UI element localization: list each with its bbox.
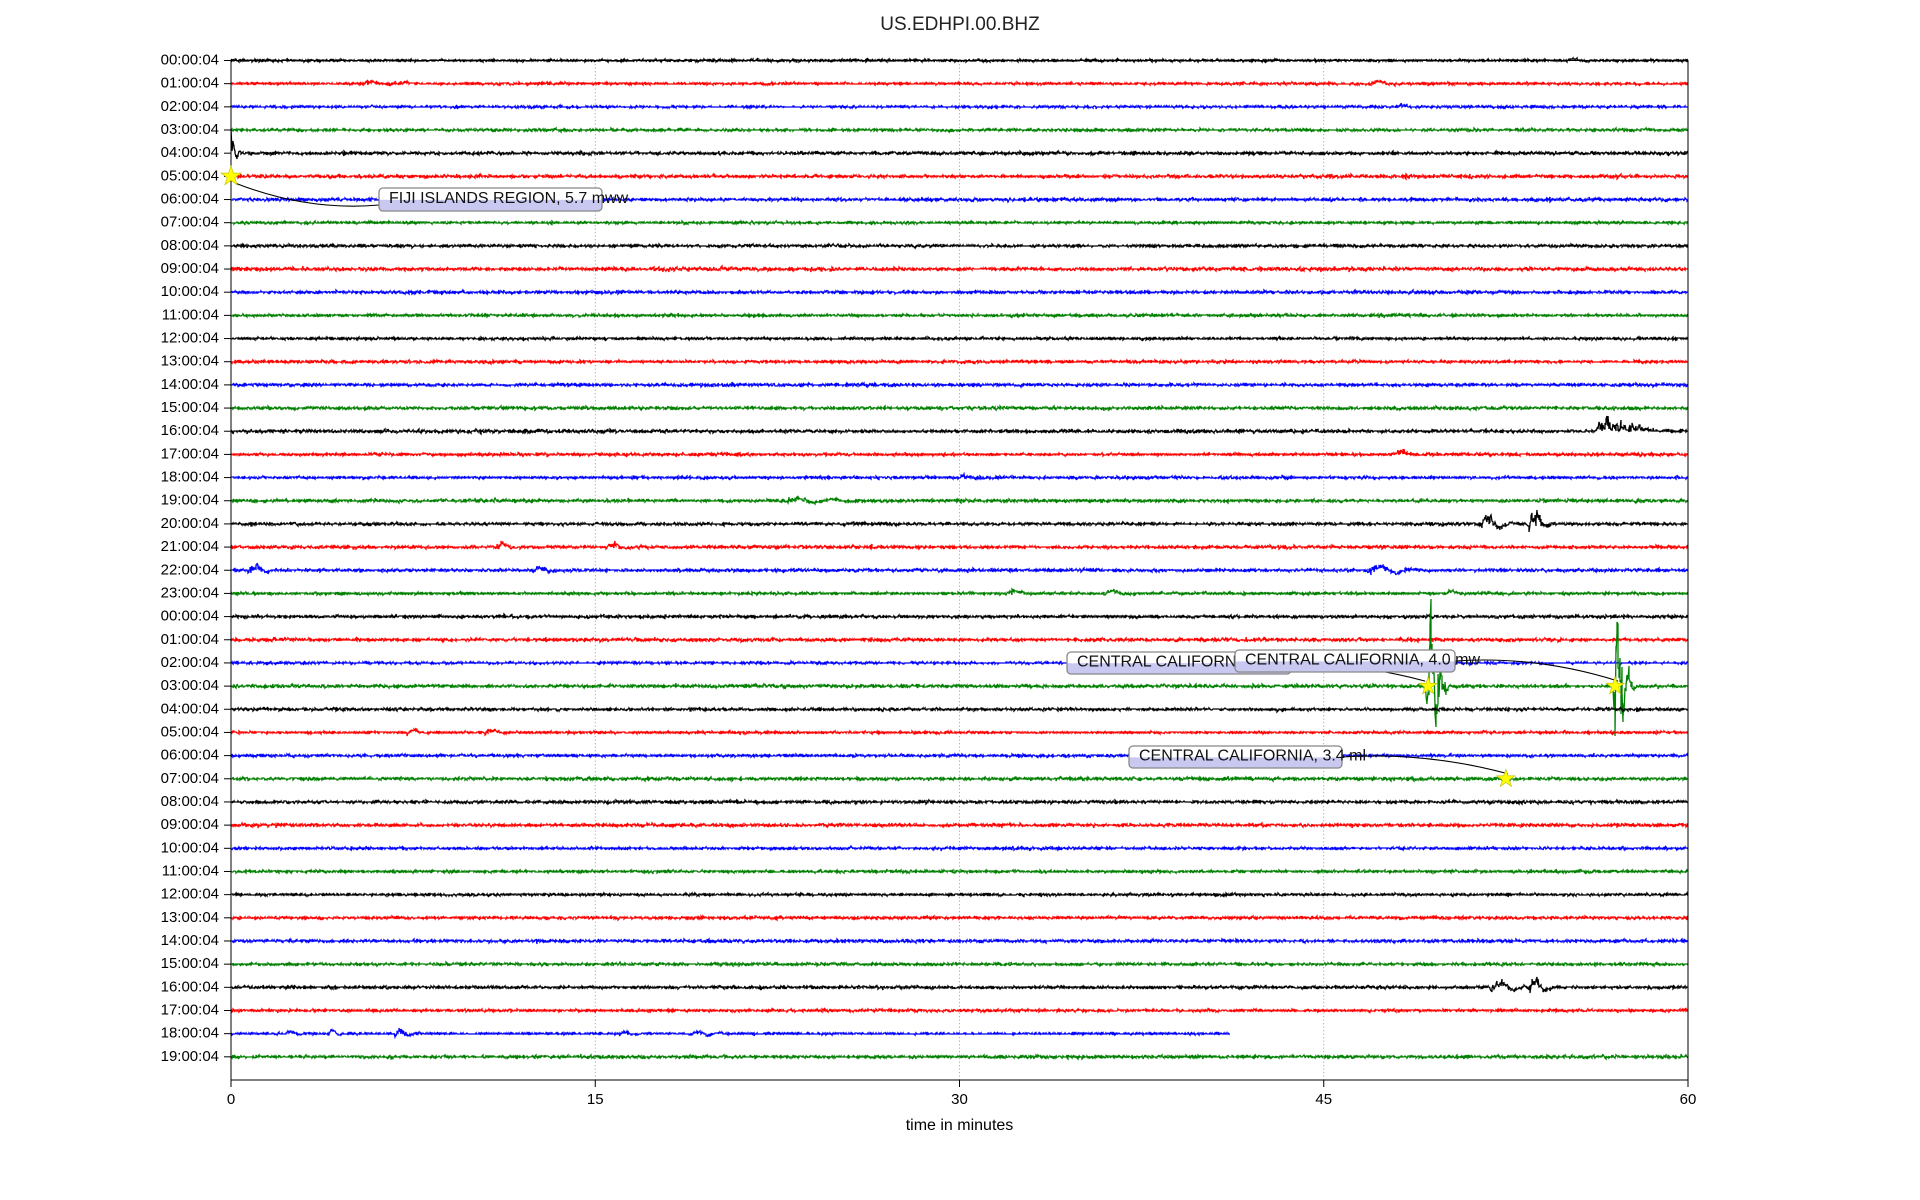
svg-text:0: 0	[227, 1091, 235, 1108]
svg-text:CENTRAL CALIFORNIA, 4.0 mw: CENTRAL CALIFORNIA, 4.0 mw	[1245, 652, 1480, 669]
svg-text:11:00:04: 11:00:04	[162, 862, 219, 879]
svg-text:CENTRAL CALIFORNIA, 3.4 ml: CENTRAL CALIFORNIA, 3.4 ml	[1139, 748, 1366, 765]
svg-text:05:00:04: 05:00:04	[161, 167, 219, 184]
svg-text:FIJI ISLANDS REGION, 5.7 mww: FIJI ISLANDS REGION, 5.7 mww	[389, 190, 629, 207]
svg-text:10:00:04: 10:00:04	[161, 283, 219, 300]
svg-text:00:00:04: 00:00:04	[161, 52, 219, 69]
svg-text:08:00:04: 08:00:04	[161, 793, 219, 810]
svg-text:13:00:04: 13:00:04	[161, 353, 219, 370]
svg-text:07:00:04: 07:00:04	[161, 770, 219, 787]
svg-text:16:00:04: 16:00:04	[161, 422, 219, 439]
svg-text:03:00:04: 03:00:04	[161, 121, 219, 138]
svg-text:06:00:04: 06:00:04	[161, 747, 219, 764]
svg-text:15:00:04: 15:00:04	[161, 955, 219, 972]
svg-text:06:00:04: 06:00:04	[161, 191, 219, 208]
svg-text:60: 60	[1680, 1091, 1697, 1108]
svg-text:16:00:04: 16:00:04	[161, 978, 219, 995]
svg-text:20:00:04: 20:00:04	[161, 515, 219, 532]
svg-text:11:00:04: 11:00:04	[162, 306, 219, 323]
svg-text:15:00:04: 15:00:04	[161, 399, 219, 416]
svg-text:01:00:04: 01:00:04	[161, 631, 219, 648]
svg-text:time in minutes: time in minutes	[906, 1117, 1014, 1134]
svg-text:17:00:04: 17:00:04	[161, 1001, 219, 1018]
svg-text:23:00:04: 23:00:04	[161, 584, 219, 601]
svg-text:13:00:04: 13:00:04	[161, 909, 219, 926]
svg-text:14:00:04: 14:00:04	[161, 932, 219, 949]
svg-text:10:00:04: 10:00:04	[161, 839, 219, 856]
svg-text:03:00:04: 03:00:04	[161, 677, 219, 694]
svg-text:45: 45	[1315, 1091, 1332, 1108]
svg-text:12:00:04: 12:00:04	[161, 330, 219, 347]
svg-text:08:00:04: 08:00:04	[161, 237, 219, 254]
svg-text:19:00:04: 19:00:04	[161, 492, 219, 509]
svg-text:17:00:04: 17:00:04	[161, 445, 219, 462]
svg-text:00:00:04: 00:00:04	[161, 608, 219, 625]
svg-text:05:00:04: 05:00:04	[161, 723, 219, 740]
svg-text:19:00:04: 19:00:04	[161, 1048, 219, 1065]
svg-text:02:00:04: 02:00:04	[161, 654, 219, 671]
svg-text:04:00:04: 04:00:04	[161, 144, 219, 161]
svg-text:12:00:04: 12:00:04	[161, 886, 219, 903]
svg-text:09:00:04: 09:00:04	[161, 816, 219, 833]
svg-text:04:00:04: 04:00:04	[161, 700, 219, 717]
svg-text:02:00:04: 02:00:04	[161, 98, 219, 115]
svg-text:09:00:04: 09:00:04	[161, 260, 219, 277]
svg-text:15: 15	[587, 1091, 604, 1108]
svg-text:18:00:04: 18:00:04	[161, 469, 219, 486]
svg-text:30: 30	[951, 1091, 968, 1108]
svg-text:01:00:04: 01:00:04	[161, 75, 219, 92]
svg-text:21:00:04: 21:00:04	[161, 538, 219, 555]
svg-text:14:00:04: 14:00:04	[161, 376, 219, 393]
svg-text:07:00:04: 07:00:04	[161, 214, 219, 231]
svg-text:22:00:04: 22:00:04	[161, 561, 219, 578]
svg-text:18:00:04: 18:00:04	[161, 1025, 219, 1042]
